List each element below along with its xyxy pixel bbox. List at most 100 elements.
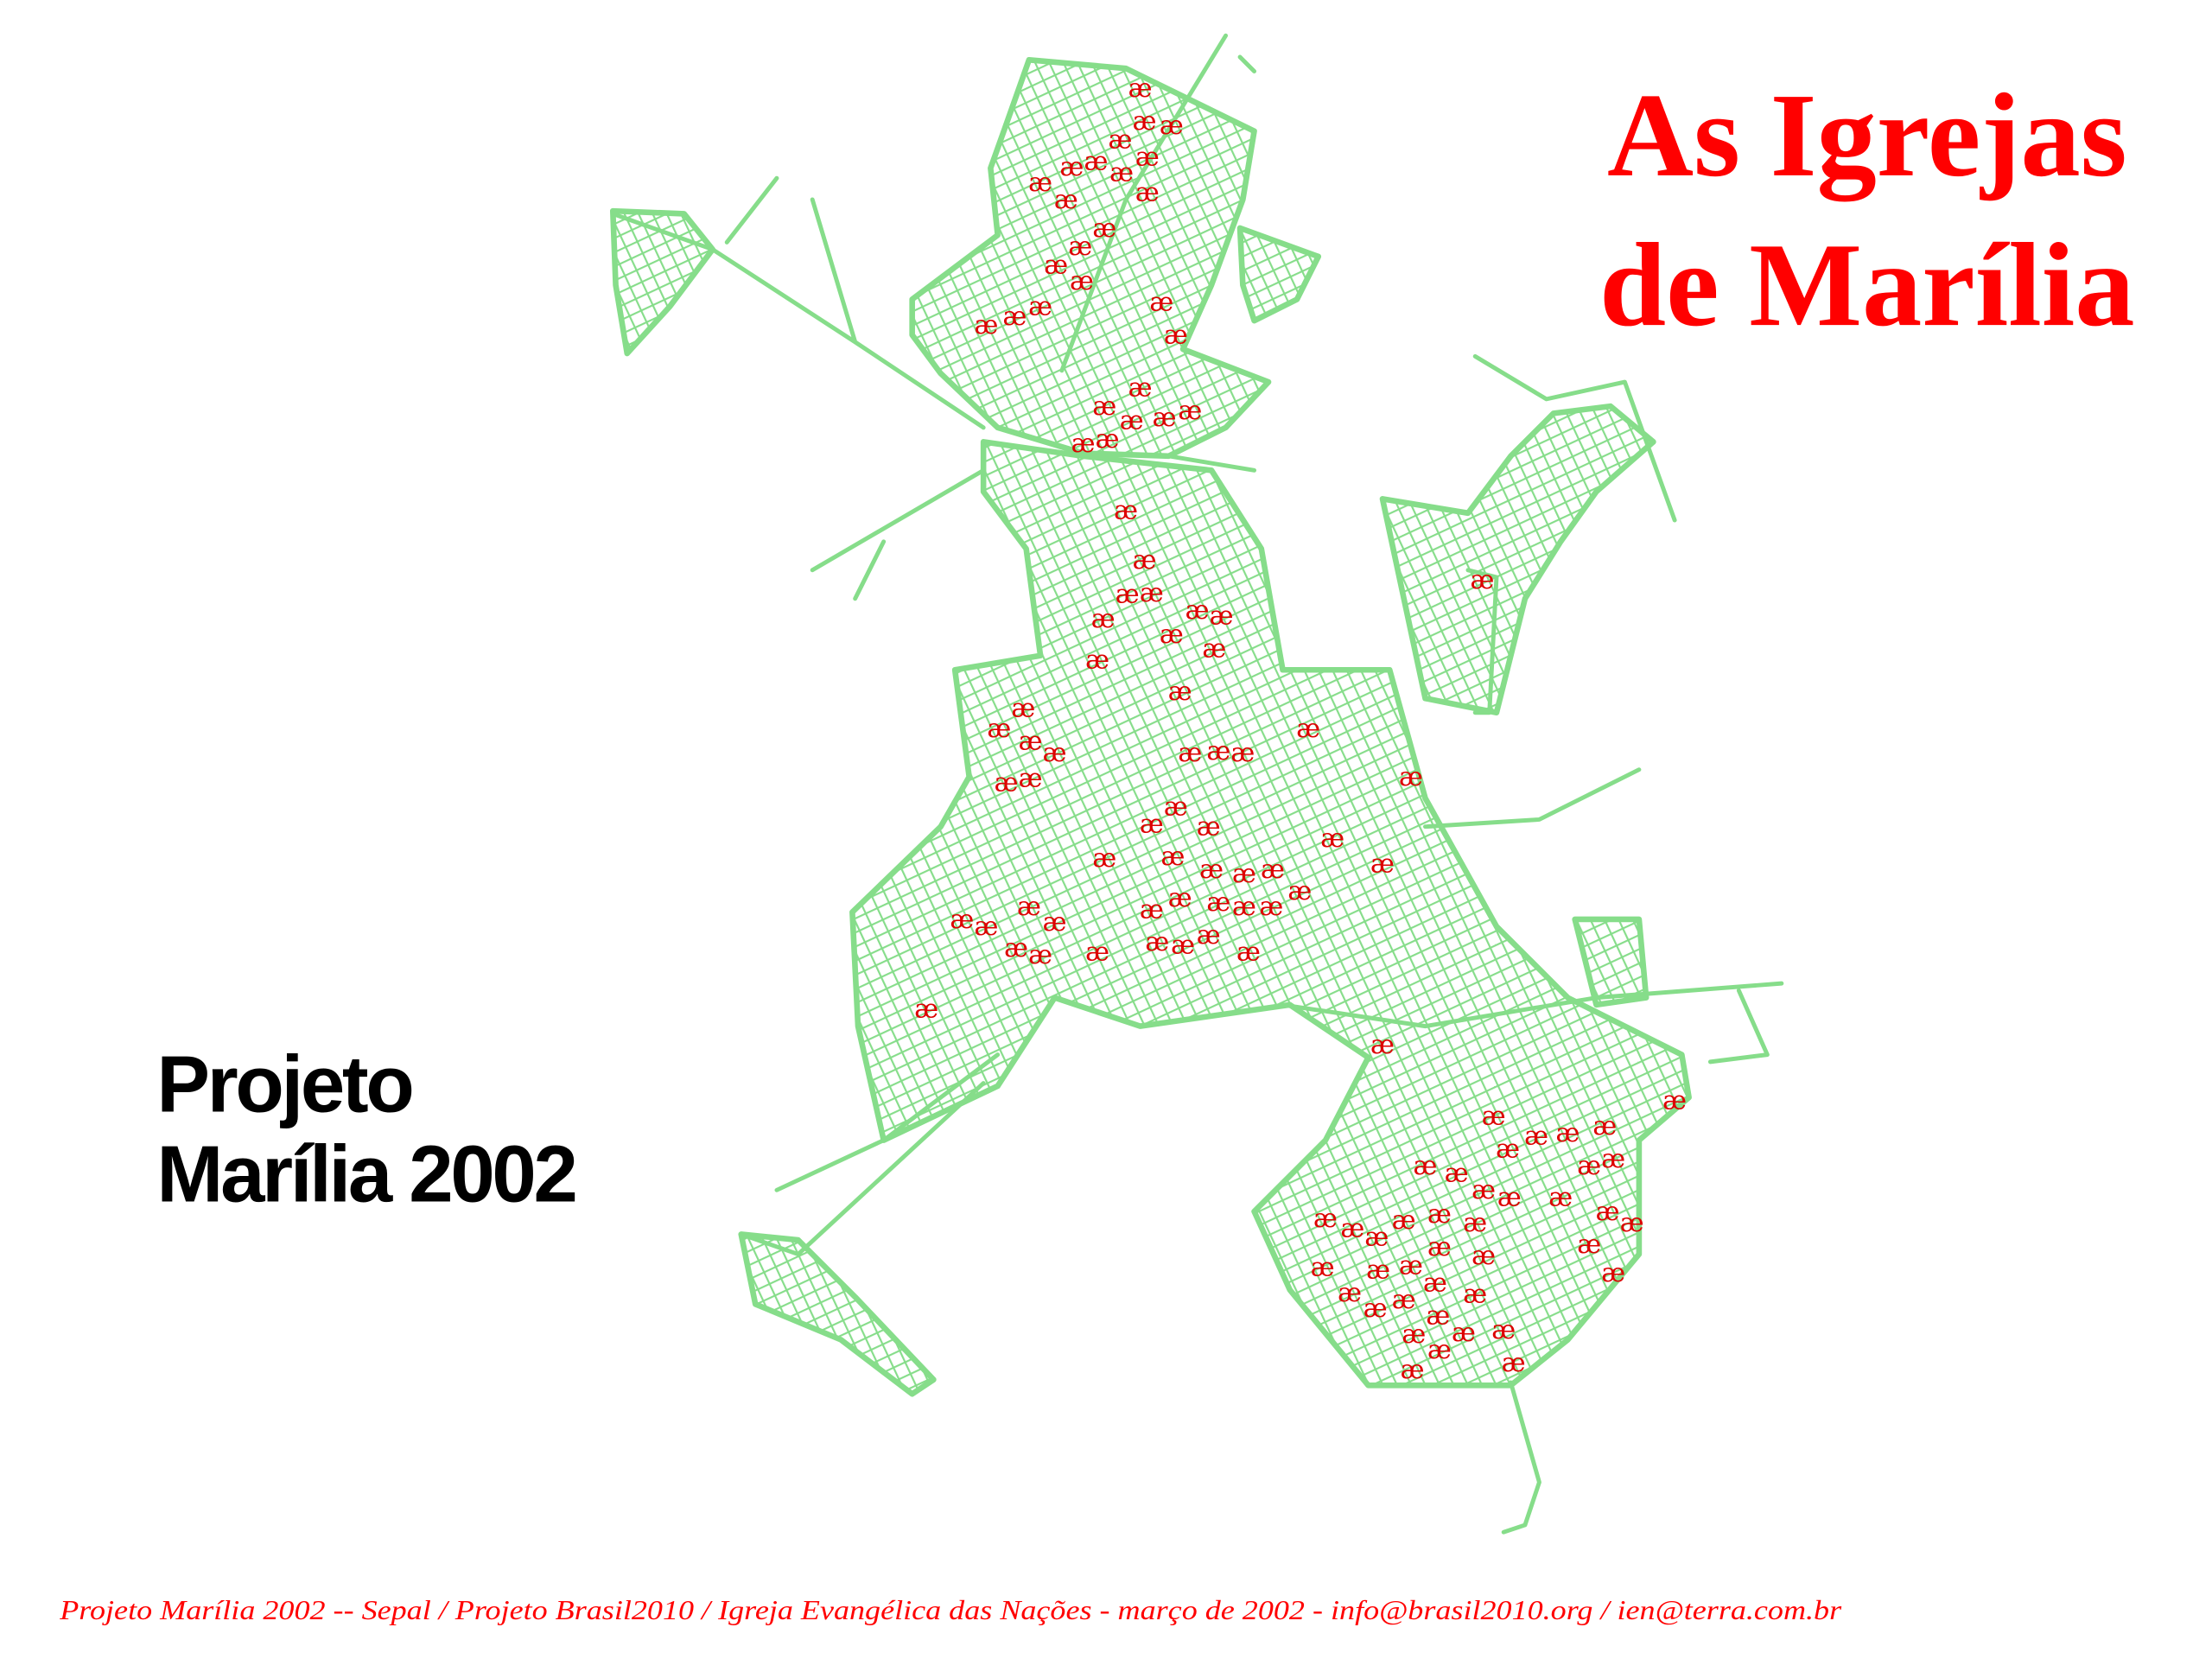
street-network bbox=[609, 33, 1784, 1535]
church-marker: æ bbox=[1340, 1214, 1364, 1244]
church-marker: æ bbox=[1206, 736, 1230, 766]
church-marker: æ bbox=[1620, 1208, 1644, 1238]
road-west bbox=[810, 467, 986, 601]
church-marker: æ bbox=[1164, 792, 1188, 823]
church-marker: æ bbox=[1596, 1197, 1620, 1227]
church-marker: æ bbox=[1092, 213, 1116, 244]
street-area-southwest bbox=[738, 1231, 937, 1397]
church-marker: æ bbox=[1011, 694, 1035, 724]
church-marker: æ bbox=[1364, 1223, 1389, 1253]
church-marker: æ bbox=[1399, 762, 1423, 792]
church-marker: æ bbox=[1120, 405, 1144, 435]
road-east bbox=[1423, 353, 1677, 830]
street-area-northwest bbox=[609, 207, 716, 357]
church-marker: æ bbox=[1135, 178, 1160, 208]
church-marker: æ bbox=[1140, 894, 1164, 925]
church-marker: æ bbox=[1140, 809, 1164, 839]
street-area-southeast bbox=[1572, 916, 1649, 1008]
church-marker: æ bbox=[1161, 842, 1185, 872]
map-title-line2: de Marília bbox=[1599, 219, 2134, 351]
church-marker: æ bbox=[914, 995, 938, 1025]
church-marker: æ bbox=[1601, 1144, 1625, 1174]
church-marker: æ bbox=[1313, 1204, 1338, 1234]
church-marker: æ bbox=[1002, 302, 1027, 332]
project-label-line2: Marília 2002 bbox=[156, 1129, 575, 1219]
church-marker: æ bbox=[1497, 1182, 1522, 1212]
church-marker: æ bbox=[1160, 620, 1184, 650]
footer-credits: Projeto Marília 2002 -- Sepal / Projeto … bbox=[59, 1595, 1842, 1625]
church-marker: æ bbox=[1109, 125, 1133, 156]
church-marker: æ bbox=[1019, 727, 1043, 757]
church-marker: æ bbox=[1149, 288, 1173, 318]
church-marker: æ bbox=[1091, 604, 1116, 634]
church-marker: æ bbox=[1471, 565, 1495, 595]
church-marker: æ bbox=[1402, 1319, 1426, 1350]
church-marker: æ bbox=[1028, 940, 1052, 970]
church-marker: æ bbox=[1202, 633, 1226, 664]
church-marker: æ bbox=[1548, 1182, 1573, 1212]
church-marker: æ bbox=[1135, 142, 1160, 172]
church-marker: æ bbox=[1028, 168, 1052, 198]
project-label-line1: Projeto bbox=[156, 1039, 411, 1129]
church-marker: æ bbox=[1577, 1230, 1601, 1260]
church-marker: æ bbox=[1662, 1085, 1687, 1116]
church-marker: æ bbox=[1423, 1268, 1447, 1298]
church-marker: æ bbox=[1140, 578, 1164, 608]
church-marker: æ bbox=[1399, 1251, 1423, 1281]
church-marker: æ bbox=[1068, 232, 1092, 262]
street-area-east bbox=[1379, 403, 1656, 716]
church-marker: æ bbox=[1366, 1255, 1390, 1286]
church-marker: æ bbox=[1168, 677, 1192, 707]
church-marker: æ bbox=[974, 310, 998, 340]
church-marker: æ bbox=[1496, 1134, 1520, 1164]
church-marker: æ bbox=[1311, 1252, 1335, 1282]
church-marker: æ bbox=[1185, 595, 1210, 626]
church-marker: æ bbox=[1070, 266, 1094, 296]
church-marker: æ bbox=[1555, 1118, 1580, 1148]
church-marker: æ bbox=[1092, 843, 1116, 874]
church-marker: æ bbox=[1171, 931, 1195, 961]
church-marker: æ bbox=[1471, 1241, 1496, 1271]
map-title-line1: As Igrejas bbox=[1607, 69, 2127, 201]
road-southeast bbox=[1281, 981, 1784, 1535]
church-marker: æ bbox=[1133, 545, 1157, 575]
church-marker: æ bbox=[1044, 251, 1068, 281]
church-marker: æ bbox=[1028, 292, 1052, 322]
church-marker: æ bbox=[1168, 883, 1192, 913]
church-marker: æ bbox=[1210, 601, 1234, 631]
church-marker: æ bbox=[1109, 157, 1134, 188]
road-east-strip bbox=[1465, 568, 1499, 715]
church-marker: æ bbox=[1133, 106, 1157, 137]
church-marker: æ bbox=[1592, 1111, 1617, 1141]
road-northwest bbox=[610, 175, 986, 430]
church-marker: æ bbox=[1427, 1199, 1452, 1230]
church-marker: æ bbox=[1096, 424, 1120, 454]
road-north bbox=[1059, 33, 1257, 473]
church-marker: æ bbox=[1178, 396, 1202, 426]
street-area-center bbox=[849, 439, 1692, 1389]
church-marker: æ bbox=[1085, 645, 1109, 676]
church-marker: æ bbox=[1043, 907, 1067, 938]
church-marker: æ bbox=[1197, 920, 1221, 950]
church-marker: æ bbox=[1116, 580, 1140, 610]
church-marker: æ bbox=[1206, 887, 1230, 918]
church-marker: æ bbox=[1043, 738, 1067, 768]
church-marker: æ bbox=[1114, 495, 1138, 525]
church-marker: æ bbox=[1577, 1151, 1601, 1181]
church-marker: æ bbox=[1160, 111, 1184, 141]
church-marker: æ bbox=[1320, 823, 1344, 854]
church-marker: æ bbox=[1427, 1335, 1452, 1365]
church-marker: æ bbox=[1471, 1175, 1496, 1205]
church-marker: æ bbox=[1445, 1158, 1469, 1188]
church-marker: æ bbox=[1338, 1278, 1362, 1308]
street-area-ne-block bbox=[1236, 225, 1322, 324]
church-marker: æ bbox=[1153, 403, 1177, 433]
church-marker: æ bbox=[1482, 1101, 1506, 1131]
church-marker: æ bbox=[1370, 1030, 1395, 1060]
church-marker: æ bbox=[1296, 714, 1320, 744]
church-marker: æ bbox=[974, 912, 998, 942]
church-marker: æ bbox=[1601, 1258, 1625, 1288]
church-marker: æ bbox=[1491, 1315, 1516, 1345]
